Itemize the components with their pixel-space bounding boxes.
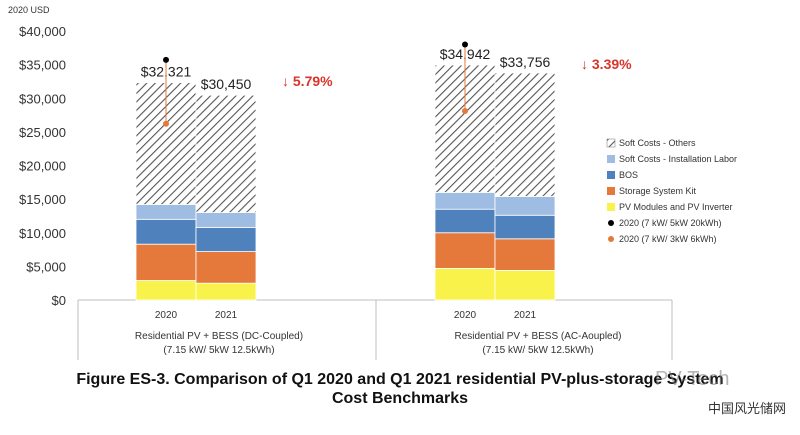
bar-segment (434, 208, 496, 234)
legend-label: Storage System Kit (619, 186, 697, 196)
bar-segment (135, 218, 197, 245)
bars-layer (135, 64, 556, 301)
bar-segment (195, 94, 257, 213)
y-unit-label: 2020 USD (8, 5, 50, 15)
y-tick-label: $30,000 (19, 91, 66, 106)
bar-segment (195, 212, 257, 228)
bar-year-label: 2020 (155, 310, 178, 321)
legend-label: 2020 (7 kW/ 5kW 20kWh) (619, 218, 722, 228)
caption-line-2: Cost Benchmarks (331, 390, 469, 407)
bar-year-label: 2020 (454, 310, 477, 321)
bar-segment (434, 267, 496, 301)
watermark-site-name: 中国风光储网 (708, 402, 787, 417)
bar-segment (494, 270, 556, 301)
bar-segment (434, 232, 496, 269)
bar-segment (195, 226, 257, 252)
caption-line-1: Figure ES-3. Comparison of Q1 2020 and Q… (76, 371, 724, 388)
group-sublabel: (7.15 kW/ 5kW 12.5kWh) (482, 345, 593, 356)
group-label: Residential PV + BESS (DC-Coupled) (135, 331, 303, 342)
bar-segment (135, 243, 197, 281)
y-tick-label: $5,000 (26, 259, 66, 274)
y-tick-label: $20,000 (19, 159, 66, 174)
legend-marker (608, 220, 614, 226)
legend-swatch (607, 171, 615, 179)
group-label: Residential PV + BESS (AC-Aoupled) (454, 331, 621, 342)
legend-label: Soft Costs - Installation Labor (619, 154, 737, 164)
y-tick-label: $40,000 (19, 24, 66, 39)
bar-segment (135, 280, 197, 301)
bar-total-label: $30,450 (201, 76, 252, 92)
change-label: ↓ 5.79% (282, 73, 333, 89)
y-tick-label: $35,000 (19, 58, 66, 73)
bar-segment (195, 251, 257, 284)
y-tick-label: $0 (52, 293, 66, 308)
marker-2020-low (163, 120, 169, 127)
legend-marker (608, 236, 614, 242)
y-tick-label: $15,000 (19, 192, 66, 207)
bar-total-label: $33,756 (500, 54, 551, 70)
bar-year-label: 2021 (215, 310, 238, 321)
axis-layer: 2020 USD $0 $5,000 $10,000 $15,000 $20,000 $25… (8, 5, 673, 360)
bar-segment (494, 72, 556, 197)
bar-year-label: 2021 (514, 310, 537, 321)
group-sublabel: (7.15 kW/ 5kW 12.5kWh) (163, 345, 274, 356)
marker-2020-low (462, 108, 468, 115)
bar-segment (195, 282, 257, 301)
marker-2020-high (462, 41, 468, 48)
legend-label: PV Modules and PV Inverter (619, 202, 733, 212)
legend-label: 2020 (7 kW/ 3kW 6kWh) (619, 234, 717, 244)
bar-segment (434, 191, 496, 210)
y-tick-label: $25,000 (19, 125, 66, 140)
legend-label: BOS (619, 170, 638, 180)
legend-swatch (607, 155, 615, 163)
figure-caption: Figure ES-3. Comparison of Q1 2020 and Q… (0, 370, 800, 408)
bar-segment (135, 204, 197, 220)
marker-2020-high (163, 56, 169, 63)
bar-segment (494, 196, 556, 216)
chart: 2020 USD $0 $5,000 $10,000 $15,000 $20,000 $25… (8, 5, 737, 360)
legend-label: Soft Costs - Others (619, 138, 696, 148)
legend-swatch (607, 203, 615, 211)
legend-swatch (607, 187, 615, 195)
bar-segment (494, 238, 556, 271)
watermark-logo: PV-Tech (655, 368, 730, 390)
bar-segment (494, 214, 556, 240)
y-tick-label: $10,000 (19, 226, 66, 241)
legend-swatch (606, 138, 616, 148)
legend: Soft Costs - Others Soft Costs - Installa… (606, 138, 737, 244)
change-label: ↓ 3.39% (581, 56, 632, 72)
